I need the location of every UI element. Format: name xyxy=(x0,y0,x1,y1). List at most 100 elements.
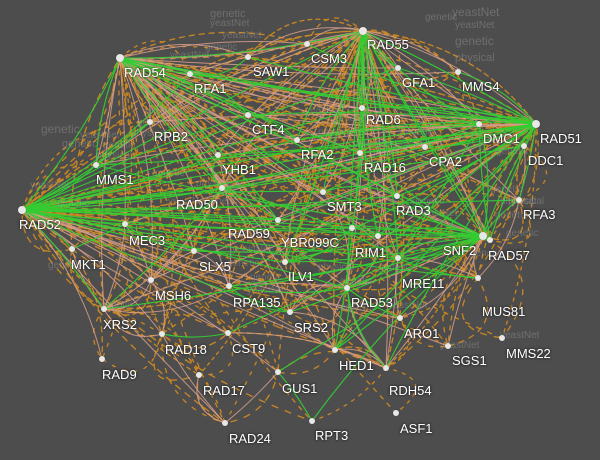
graph-node-label-mec3[interactable]: MEC3 xyxy=(129,233,166,248)
graph-node-label-cpa2[interactable]: CPA2 xyxy=(429,154,462,169)
graph-node-csm3[interactable] xyxy=(304,41,310,47)
graph-node-ilv1[interactable] xyxy=(282,259,288,265)
graph-node-label-mus81[interactable]: MUS81 xyxy=(482,304,526,319)
graph-node-label-hed1[interactable]: HED1 xyxy=(339,358,374,373)
graph-node-label-snf2[interactable]: SNF2 xyxy=(443,243,477,258)
graph-node-sgs1[interactable] xyxy=(445,343,451,349)
graph-node-rim1[interactable] xyxy=(375,233,381,239)
graph-node-ybr099c[interactable] xyxy=(349,225,355,231)
graph-node-label-rpb2[interactable]: RPB2 xyxy=(154,129,188,144)
graph-node-label-rad6[interactable]: RAD6 xyxy=(366,112,401,127)
graph-node-label-ilv1[interactable]: ILV1 xyxy=(288,269,314,284)
graph-node-label-smt3[interactable]: SMT3 xyxy=(327,199,362,214)
graph-node-label-rad51[interactable]: RAD51 xyxy=(540,131,582,146)
graph-node-mms22[interactable] xyxy=(499,335,505,341)
graph-node-rpa135[interactable] xyxy=(226,283,232,289)
graph-node-label-xrs2[interactable]: XRS2 xyxy=(103,317,137,332)
graph-node-rad24[interactable] xyxy=(222,420,228,426)
graph-node-label-dmc1[interactable]: DMC1 xyxy=(483,131,520,146)
graph-node-cpa2[interactable] xyxy=(422,144,428,150)
graph-node-rfa1[interactable] xyxy=(187,71,193,77)
graph-node-snf2[interactable] xyxy=(479,232,487,240)
graph-node-rad59[interactable] xyxy=(275,217,281,223)
graph-node-rad50[interactable] xyxy=(219,185,225,191)
graph-node-rdh54[interactable] xyxy=(383,365,389,371)
graph-node-srs2[interactable] xyxy=(287,309,293,315)
graph-node-yhb1[interactable] xyxy=(215,152,221,158)
graph-node-rad53[interactable] xyxy=(344,285,350,291)
graph-node-label-rad16[interactable]: RAD16 xyxy=(364,160,406,175)
graph-node-label-aro1[interactable]: ARO1 xyxy=(404,326,440,341)
graph-node-label-mkt1[interactable]: MKT1 xyxy=(71,257,106,272)
graph-node-label-slx5[interactable]: SLX5 xyxy=(199,259,231,274)
graph-node-label-rfa3[interactable]: RFA3 xyxy=(523,207,556,222)
graph-node-rad55[interactable] xyxy=(358,26,368,36)
graph-node-label-mre11[interactable]: MRE11 xyxy=(402,276,445,291)
graph-node-label-rad53[interactable]: RAD53 xyxy=(351,295,393,310)
graph-node-label-rfa1[interactable]: RFA1 xyxy=(194,81,227,96)
graph-node-asf1[interactable] xyxy=(393,410,399,416)
graph-node-label-rad55[interactable]: RAD55 xyxy=(367,37,409,52)
graph-node-rad18[interactable] xyxy=(159,331,165,337)
graph-node-label-rdh54[interactable]: RDH54 xyxy=(389,383,432,398)
graph-node-label-rad59[interactable]: RAD59 xyxy=(228,226,270,241)
graph-node-mec3[interactable] xyxy=(122,221,128,227)
graph-node-rad17[interactable] xyxy=(196,372,202,378)
graph-node-rad51[interactable] xyxy=(531,119,541,129)
graph-node-ctf4[interactable] xyxy=(245,112,251,118)
graph-node-aro1[interactable] xyxy=(397,315,403,321)
graph-node-label-ctf4[interactable]: CTF4 xyxy=(252,122,285,137)
graph-node-msh6[interactable] xyxy=(148,277,154,283)
graph-node-cst9[interactable] xyxy=(225,330,231,336)
graph-node-label-rim1[interactable]: RIM1 xyxy=(355,245,387,260)
graph-node-rad57[interactable] xyxy=(487,237,493,243)
graph-node-label-rad9[interactable]: RAD9 xyxy=(102,367,137,382)
graph-node-ddc1[interactable] xyxy=(521,143,527,149)
graph-node-label-rad18[interactable]: RAD18 xyxy=(165,342,207,357)
graph-node-saw1[interactable] xyxy=(245,54,251,60)
graph-node-label-rad57[interactable]: RAD57 xyxy=(488,248,530,263)
graph-node-mms1[interactable] xyxy=(93,162,99,168)
graph-node-label-gus1[interactable]: GUS1 xyxy=(282,381,318,396)
graph-node-label-msh6[interactable]: MSH6 xyxy=(155,288,192,303)
graph-node-mre11[interactable] xyxy=(395,255,401,261)
graph-node-rad9[interactable] xyxy=(99,356,105,362)
graph-node-label-yhb1[interactable]: YHB1 xyxy=(222,162,256,177)
graph-node-mms4[interactable] xyxy=(455,69,461,75)
graph-node-label-sgs1[interactable]: SGS1 xyxy=(452,353,487,368)
graph-node-hed1[interactable] xyxy=(332,347,338,353)
graph-node-label-rpt3[interactable]: RPT3 xyxy=(315,428,349,443)
graph-node-label-rad17[interactable]: RAD17 xyxy=(203,383,245,398)
graph-node-label-srs2[interactable]: SRS2 xyxy=(294,320,328,335)
graph-node-smt3[interactable] xyxy=(320,189,326,195)
graph-node-rfa2[interactable] xyxy=(294,137,300,143)
graph-node-label-cst9[interactable]: CST9 xyxy=(232,341,266,356)
graph-node-dmc1[interactable] xyxy=(475,120,483,128)
graph-node-label-rpa135[interactable]: RPA135 xyxy=(233,295,281,310)
graph-node-xrs2[interactable] xyxy=(101,306,107,312)
graph-node-label-rad3[interactable]: RAD3 xyxy=(396,203,431,218)
graph-node-label-mms22[interactable]: MMS22 xyxy=(506,346,551,361)
graph-node-label-saw1[interactable]: SAW1 xyxy=(253,64,290,79)
graph-node-rad52[interactable] xyxy=(17,205,27,215)
graph-node-label-rad24[interactable]: RAD24 xyxy=(229,431,271,446)
graph-node-label-ddc1[interactable]: DDC1 xyxy=(528,153,564,168)
graph-node-label-rad54[interactable]: RAD54 xyxy=(124,65,166,80)
graph-node-label-mms1[interactable]: MMS1 xyxy=(96,172,134,187)
graph-node-rad54[interactable] xyxy=(115,53,125,63)
graph-node-rad16[interactable] xyxy=(357,150,363,156)
graph-node-label-asf1[interactable]: ASF1 xyxy=(400,421,433,436)
graph-node-label-rfa2[interactable]: RFA2 xyxy=(301,147,334,162)
graph-node-rpt3[interactable] xyxy=(309,418,315,424)
graph-node-gus1[interactable] xyxy=(275,369,281,375)
graph-node-label-csm3[interactable]: CSM3 xyxy=(311,51,348,66)
graph-node-label-rad50[interactable]: RAD50 xyxy=(176,197,218,212)
graph-node-rpb2[interactable] xyxy=(147,119,153,125)
graph-node-gfa1[interactable] xyxy=(395,65,401,71)
graph-node-label-rad52[interactable]: RAD52 xyxy=(19,217,61,232)
graph-node-mkt1[interactable] xyxy=(69,246,75,252)
graph-node-label-ybr099c[interactable]: YBR099C xyxy=(281,235,339,250)
graph-node-slx5[interactable] xyxy=(191,248,197,254)
graph-node-rad6[interactable] xyxy=(359,105,365,111)
